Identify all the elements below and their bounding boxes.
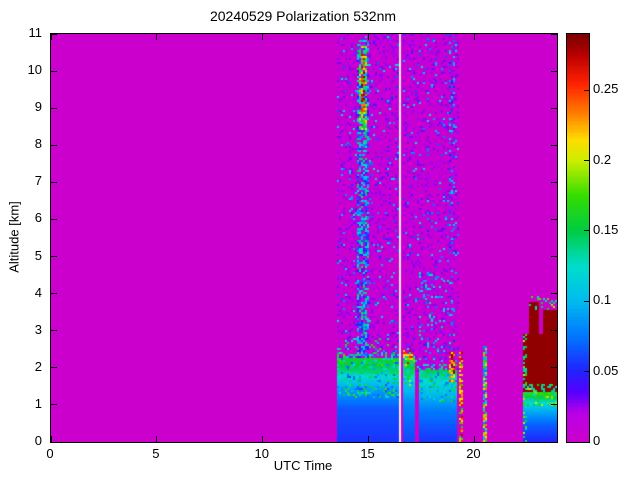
x-tick-mark-top bbox=[368, 34, 370, 40]
x-tick-label: 5 bbox=[152, 446, 160, 461]
plot-area bbox=[50, 33, 558, 443]
y-tick-mark bbox=[51, 181, 57, 183]
x-tick-mark bbox=[262, 436, 264, 442]
y-tick-label: 10 bbox=[27, 62, 42, 78]
y-tick-mark-right bbox=[551, 330, 557, 332]
y-tick-label: 1 bbox=[34, 395, 42, 411]
y-tick-mark-right bbox=[551, 33, 557, 35]
x-tick-mark-top bbox=[262, 34, 264, 40]
x-tick-mark bbox=[50, 436, 52, 442]
y-tick-mark bbox=[51, 70, 57, 72]
x-tick-mark-top bbox=[156, 34, 158, 40]
colorbar-tick-label: 0.1 bbox=[593, 292, 612, 308]
y-tick-mark-right bbox=[551, 293, 557, 295]
colorbar-tick-label: 0.15 bbox=[593, 221, 619, 237]
y-tick-mark-right bbox=[551, 70, 557, 72]
colorbar-tick-mark bbox=[584, 160, 589, 162]
colorbar bbox=[566, 33, 590, 443]
y-tick-label: 7 bbox=[34, 173, 42, 189]
heatmap-canvas bbox=[51, 34, 557, 442]
y-tick-mark-right bbox=[551, 256, 557, 258]
colorbar-tick-mark bbox=[584, 230, 589, 232]
colorbar-tick-label: 0 bbox=[593, 433, 601, 448]
y-tick-mark bbox=[51, 33, 57, 35]
x-tick-mark-top bbox=[473, 34, 475, 40]
y-tick-mark bbox=[51, 404, 57, 406]
y-tick-label: 4 bbox=[34, 284, 42, 300]
y-tick-mark-right bbox=[551, 107, 557, 109]
y-tick-label: 8 bbox=[34, 136, 42, 152]
colorbar-tick-mark bbox=[584, 300, 589, 302]
y-tick-mark bbox=[51, 107, 57, 109]
y-tick-mark bbox=[51, 367, 57, 369]
y-tick-label: 2 bbox=[34, 358, 42, 374]
y-tick-mark bbox=[51, 293, 57, 295]
y-tick-label: 6 bbox=[34, 210, 42, 226]
colorbar-tick-label: 0.2 bbox=[593, 151, 612, 167]
y-tick-mark bbox=[51, 144, 57, 146]
y-tick-mark bbox=[51, 256, 57, 258]
y-tick-label: 3 bbox=[34, 321, 42, 337]
colorbar-tick-mark bbox=[584, 89, 589, 91]
colorbar-tick-mark bbox=[584, 371, 589, 373]
y-tick-label: 0 bbox=[34, 433, 42, 448]
y-tick-mark-right bbox=[551, 218, 557, 220]
colorbar-tick-mark bbox=[584, 441, 589, 443]
y-tick-label: 9 bbox=[34, 99, 42, 115]
x-tick-label: 10 bbox=[254, 446, 269, 461]
y-tick-mark-right bbox=[551, 144, 557, 146]
x-tick-label: 0 bbox=[46, 446, 54, 461]
y-tick-label: 5 bbox=[34, 247, 42, 263]
y-tick-mark-right bbox=[551, 367, 557, 369]
colorbar-tick-label: 0.05 bbox=[593, 362, 619, 378]
x-axis-label: UTC Time bbox=[273, 458, 333, 473]
x-tick-mark bbox=[156, 436, 158, 442]
colorbar-canvas bbox=[567, 34, 589, 442]
x-tick-mark bbox=[368, 436, 370, 442]
y-tick-mark bbox=[51, 330, 57, 332]
y-tick-mark-right bbox=[551, 441, 557, 443]
y-tick-label: 11 bbox=[28, 25, 43, 40]
y-tick-mark-right bbox=[551, 181, 557, 183]
y-tick-mark bbox=[51, 441, 57, 443]
x-tick-label: 15 bbox=[360, 446, 375, 461]
colorbar-tick-label: 0.25 bbox=[593, 81, 619, 97]
x-tick-mark bbox=[473, 436, 475, 442]
y-tick-mark-right bbox=[551, 404, 557, 406]
x-tick-label: 20 bbox=[466, 446, 481, 461]
x-tick-mark-top bbox=[50, 34, 52, 40]
chart-title: 20240529 Polarization 532nm bbox=[209, 8, 397, 24]
y-tick-mark bbox=[51, 218, 57, 220]
